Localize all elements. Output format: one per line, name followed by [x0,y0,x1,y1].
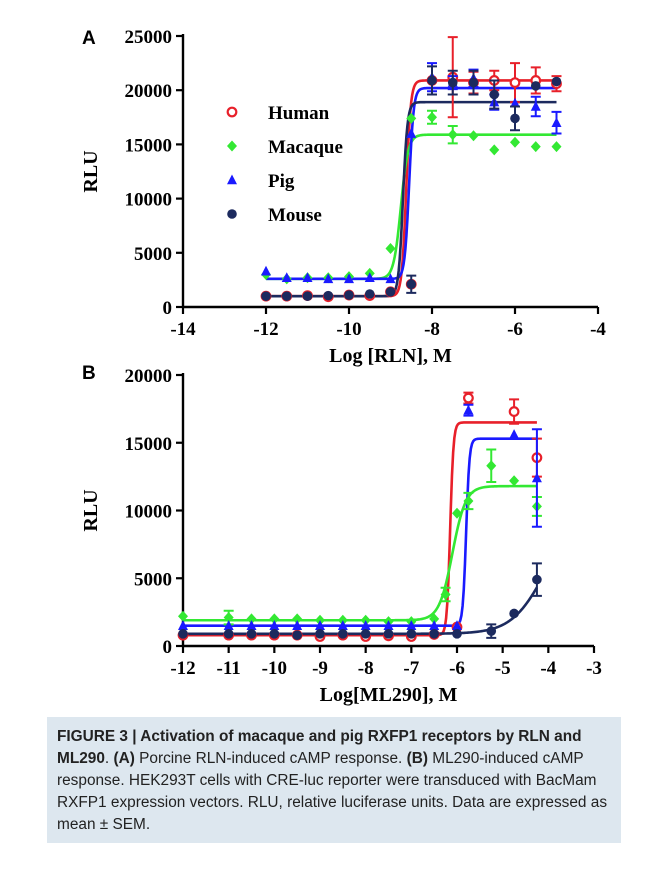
panel-b-pig-point [463,405,473,415]
caption-a-label: (A) [113,750,134,767]
panel-b-human-point [510,407,519,416]
panel-a-mouse-point [386,287,396,297]
panel-a-mouse-point [261,291,271,301]
panel-a-y-tick-label: 5000 [134,244,172,265]
panel-a-mouse-point [282,291,292,301]
panel-b-mouse-point [486,626,496,636]
panel-a-macaque-point [469,130,479,141]
panel-b-y-tick-label: 10000 [125,502,173,523]
panel-b-macaque-fit-curve [183,486,537,620]
figure-caption: FIGURE 3 | Activation of macaque and pig… [47,717,621,843]
panel-a-macaque-point [510,137,520,148]
panel-a-macaque-point [448,129,458,140]
panel-b-y-tick-label: 20000 [125,366,173,387]
legend-mouse-marker [227,209,237,219]
panel-b-y-tick-label: 0 [163,637,173,658]
panel-a-macaque-point [552,141,562,152]
panel-b-mouse-point [452,629,462,639]
panel-b-mouse-point [509,609,519,619]
panel-a-x-tick-label: -10 [336,319,361,340]
panel-b-x-tick-label: -5 [495,658,511,679]
panel-b-letter: B [82,363,96,384]
panel-b-mouse-point [361,629,371,639]
panel-a-macaque-point [531,141,541,152]
panel-a-human-point [511,78,520,87]
panel-a-x-tick-label: -8 [424,319,440,340]
panel-a-mouse-point [510,114,520,124]
panel-b-mouse-point [429,629,439,639]
panel-b-x-tick-label: -7 [403,658,419,679]
panel-b: B 0 5000 10000 15000 20000 -12 -11 -10 -9 -8 -7 -6 -5… [80,363,602,706]
panel-a-pig-point [282,272,292,282]
panel-a-mouse-point [531,81,541,91]
panel-a-mouse-point [448,78,458,88]
panel-b-macaque-point [486,460,496,471]
panel-b-mouse-point [315,629,325,639]
panel-a-mouse-point [552,77,562,87]
panel-b-human-point [464,394,473,403]
panel-b-mouse-point [224,629,234,639]
panel-a: A 0 5000 10000 15000 20000 25000 -14 -12 -10 -8 -6 -… [80,27,606,367]
panel-a-y-tick-label: 25000 [125,27,173,48]
panel-b-y-axis-label: RLU [80,489,102,531]
panel-b-mouse-point [270,629,280,639]
panel-b-mouse-point [407,629,417,639]
panel-a-macaque-point [489,144,499,155]
panel-a-mouse-point [365,289,375,299]
panel-b-pig-fit-curve [183,439,537,626]
caption-b-label: (B) [407,750,428,767]
panel-b-human-fit-curve [183,422,537,635]
panel-b-x-tick-label: -9 [312,658,328,679]
panel-b-x-tick-label: -4 [540,658,556,679]
panel-b-x-tick-label: -6 [449,658,465,679]
panel-a-x-tick-label: -6 [507,319,523,340]
panel-a-y-tick-label: 0 [163,298,173,319]
panel-a-y-tick-label: 15000 [125,135,173,156]
panel-a-letter: A [82,28,96,49]
legend-pig-label: Pig [268,171,295,192]
panel-a-macaque-point [386,243,396,254]
legend-macaque-marker [227,141,237,152]
panel-b-mouse-point [247,629,257,639]
panel-b-x-tick-label: -3 [586,658,602,679]
panel-a-mouse-point [489,90,499,100]
caption-a-text: Porcine RLN-induced cAMP response. [135,750,407,767]
panel-b-mouse-point [292,630,302,640]
legend-human-marker [228,108,237,117]
panel-a-pig-point [261,266,271,276]
figure: A 0 5000 10000 15000 20000 25000 -14 -12 -10 -8 -6 -… [0,0,670,710]
panel-a-mouse-point [323,291,333,301]
panel-a-pig-point [552,117,562,127]
panel-b-x-tick-label: -12 [170,658,195,679]
panel-a-y-axis-label: RLU [80,150,102,192]
panel-b-x-axis-label: Log[ML290], M [320,684,458,706]
panel-a-mouse-point [406,279,416,289]
panel-a-macaque-point [427,112,437,123]
panel-b-macaque-point [509,475,519,486]
legend-human-label: Human [268,103,330,124]
panel-b-mouse-point [532,575,542,585]
legend-mouse-label: Mouse [268,205,322,226]
panel-b-pig-point [509,429,519,439]
panel-a-y-tick-label: 10000 [125,190,173,211]
panel-b-mouse-point [384,629,394,639]
panel-a-y-tick-label: 20000 [125,81,173,102]
panel-a-x-tick-label: -14 [170,319,196,340]
panel-b-mouse-point [338,629,348,639]
panel-b-y-tick-label: 15000 [125,434,173,455]
panel-b-x-tick-label: -11 [217,658,241,679]
legend-pig-marker [227,175,237,185]
panel-b-x-tick-label: -8 [358,658,374,679]
panel-a-x-axis-label: Log [RLN], M [329,345,452,367]
panel-b-x-tick-label: -10 [262,658,287,679]
panel-b-y-tick-label: 5000 [134,569,172,590]
legend-macaque-label: Macaque [268,137,343,158]
panel-a-x-tick-label: -4 [590,319,606,340]
panel-a-x-tick-label: -12 [253,319,278,340]
panel-b-mouse-point [178,629,188,639]
panel-a-mouse-point [427,76,437,86]
panel-a-mouse-point [469,78,479,88]
panel-a-mouse-point [303,291,313,301]
panel-a-mouse-point [344,290,354,300]
